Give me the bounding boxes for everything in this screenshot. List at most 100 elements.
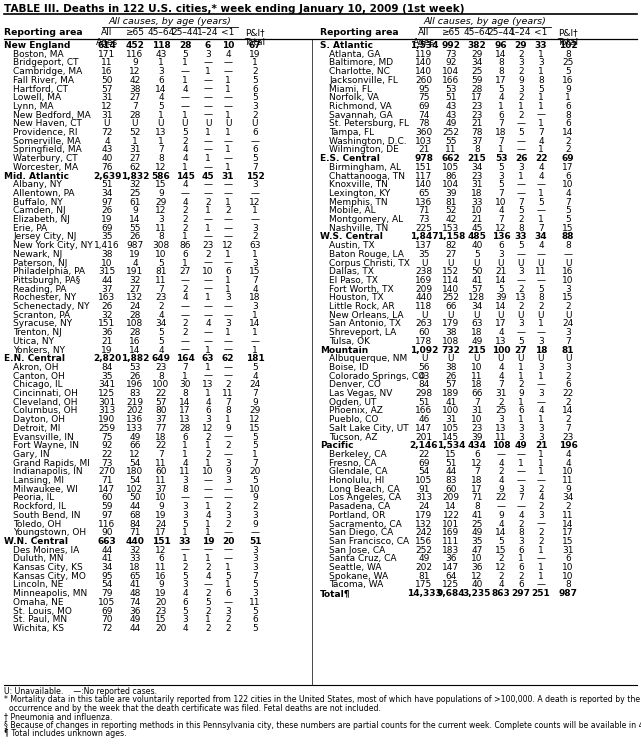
Text: —: — bbox=[203, 328, 213, 337]
Text: 1: 1 bbox=[158, 111, 164, 120]
Text: 76: 76 bbox=[101, 163, 113, 172]
Text: 4: 4 bbox=[104, 137, 110, 146]
Text: —: — bbox=[203, 285, 213, 294]
Text: 97: 97 bbox=[101, 198, 113, 207]
Text: 6: 6 bbox=[518, 406, 524, 415]
Text: 2: 2 bbox=[252, 111, 258, 120]
Text: 1: 1 bbox=[518, 371, 524, 381]
Text: 4: 4 bbox=[565, 189, 571, 198]
Text: 6: 6 bbox=[565, 172, 571, 181]
Text: 31: 31 bbox=[129, 146, 141, 155]
Text: Reporting area: Reporting area bbox=[4, 28, 83, 37]
Text: —: — bbox=[181, 346, 190, 355]
Text: 2: 2 bbox=[538, 502, 544, 511]
Text: 22: 22 bbox=[562, 389, 574, 398]
Text: 2: 2 bbox=[182, 328, 188, 337]
Text: 32: 32 bbox=[129, 545, 140, 554]
Text: 119: 119 bbox=[415, 50, 433, 59]
Text: —: — bbox=[537, 249, 545, 258]
Text: Chattanooga, TN: Chattanooga, TN bbox=[329, 172, 405, 181]
Text: 11: 11 bbox=[222, 389, 234, 398]
Text: 4: 4 bbox=[182, 589, 188, 598]
Text: 59: 59 bbox=[471, 75, 483, 85]
Text: 63: 63 bbox=[249, 241, 261, 250]
Text: 2: 2 bbox=[498, 571, 504, 580]
Text: 14: 14 bbox=[495, 528, 506, 537]
Text: Youngstown, OH: Youngstown, OH bbox=[13, 528, 86, 537]
Text: 3,235: 3,235 bbox=[463, 589, 491, 598]
Text: 24: 24 bbox=[129, 302, 140, 311]
Text: 18: 18 bbox=[129, 563, 141, 572]
Text: 108: 108 bbox=[492, 441, 510, 450]
Text: 2: 2 bbox=[518, 285, 524, 294]
Text: 51: 51 bbox=[445, 459, 457, 468]
Text: 1: 1 bbox=[182, 58, 188, 67]
Text: —: — bbox=[203, 311, 213, 320]
Text: 17: 17 bbox=[471, 93, 483, 102]
Text: —: — bbox=[497, 502, 506, 511]
Text: 434: 434 bbox=[467, 441, 487, 450]
Text: 2: 2 bbox=[518, 519, 524, 528]
Text: 5: 5 bbox=[182, 519, 188, 528]
Text: 31: 31 bbox=[222, 172, 234, 181]
Text: 29: 29 bbox=[515, 41, 528, 50]
Text: 81: 81 bbox=[418, 571, 429, 580]
Text: —: — bbox=[537, 111, 545, 120]
Text: 297: 297 bbox=[512, 589, 531, 598]
Text: 136: 136 bbox=[415, 198, 433, 207]
Text: 5: 5 bbox=[498, 163, 504, 172]
Text: 3: 3 bbox=[518, 424, 524, 433]
Text: 301: 301 bbox=[98, 397, 115, 406]
Text: P&I†
Total: P&I† Total bbox=[244, 28, 265, 47]
Text: 10: 10 bbox=[495, 198, 507, 207]
Text: Milwaukee, WI: Milwaukee, WI bbox=[13, 485, 78, 494]
Text: Worcester, MA: Worcester, MA bbox=[13, 163, 78, 172]
Text: 51: 51 bbox=[249, 537, 262, 546]
Text: Sacramento, CA: Sacramento, CA bbox=[329, 519, 402, 528]
Text: 4: 4 bbox=[182, 624, 188, 633]
Text: 1: 1 bbox=[225, 249, 231, 258]
Text: 6: 6 bbox=[158, 75, 164, 85]
Text: 4: 4 bbox=[498, 459, 504, 468]
Text: 5: 5 bbox=[538, 84, 544, 93]
Text: 140: 140 bbox=[415, 58, 433, 67]
Text: 1: 1 bbox=[518, 363, 524, 372]
Text: 1: 1 bbox=[252, 346, 258, 355]
Text: Dayton, OH: Dayton, OH bbox=[13, 415, 65, 424]
Text: 43: 43 bbox=[101, 146, 113, 155]
Text: 100: 100 bbox=[153, 380, 170, 389]
Text: 17: 17 bbox=[471, 485, 483, 494]
Text: 108: 108 bbox=[126, 320, 144, 329]
Text: 62: 62 bbox=[222, 354, 234, 363]
Text: 2: 2 bbox=[182, 285, 188, 294]
Text: 28: 28 bbox=[129, 328, 140, 337]
Text: 209: 209 bbox=[442, 494, 460, 503]
Text: Baltimore, MD: Baltimore, MD bbox=[329, 58, 393, 67]
Text: 21: 21 bbox=[101, 337, 113, 346]
Text: 8: 8 bbox=[158, 154, 164, 163]
Text: 147: 147 bbox=[99, 485, 115, 494]
Text: 24: 24 bbox=[419, 502, 429, 511]
Text: 3: 3 bbox=[252, 589, 258, 598]
Text: 17: 17 bbox=[155, 528, 167, 537]
Text: 13: 13 bbox=[155, 128, 167, 137]
Text: 18: 18 bbox=[471, 476, 483, 485]
Text: 5: 5 bbox=[252, 433, 258, 441]
Text: 4: 4 bbox=[182, 154, 188, 163]
Text: 71: 71 bbox=[471, 494, 483, 503]
Text: —: — bbox=[224, 189, 233, 198]
Text: 14: 14 bbox=[562, 519, 574, 528]
Text: 5: 5 bbox=[252, 75, 258, 85]
Text: 1: 1 bbox=[538, 189, 544, 198]
Text: 6: 6 bbox=[565, 554, 571, 563]
Text: 17: 17 bbox=[495, 75, 507, 85]
Text: 1: 1 bbox=[182, 75, 188, 85]
Text: 44: 44 bbox=[129, 502, 140, 511]
Text: 49: 49 bbox=[129, 433, 140, 441]
Text: 15: 15 bbox=[562, 294, 574, 303]
Text: 2: 2 bbox=[182, 206, 188, 215]
Text: 978: 978 bbox=[415, 154, 433, 163]
Text: 25: 25 bbox=[562, 58, 574, 67]
Text: 23: 23 bbox=[471, 424, 483, 433]
Text: 28: 28 bbox=[179, 41, 191, 50]
